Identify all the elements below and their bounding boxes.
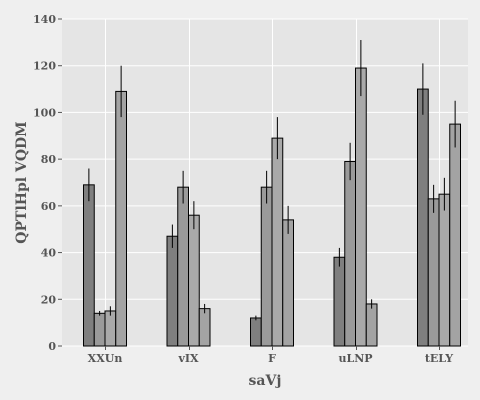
bar	[188, 214, 200, 347]
x-tick-label: vIX	[177, 352, 199, 365]
bar	[198, 308, 211, 347]
bar	[333, 256, 346, 347]
y-axis-ticks: 0 20 40 60 80 100 120 140	[33, 13, 62, 353]
x-axis-label: saVj	[249, 373, 282, 389]
bar	[427, 198, 440, 347]
y-tick-label: 100	[33, 106, 56, 119]
bar	[83, 184, 95, 347]
bar	[271, 137, 284, 347]
y-tick-label: 80	[41, 153, 57, 166]
y-tick-label: 20	[41, 293, 57, 306]
bar	[438, 193, 451, 347]
bar	[344, 160, 356, 347]
bar	[260, 186, 273, 347]
x-tick-label: uLNP	[338, 352, 372, 365]
x-tick-label: XXUn	[88, 352, 123, 365]
bar	[449, 123, 461, 347]
bar	[93, 312, 106, 347]
y-tick-label: 0	[48, 340, 56, 353]
bar	[104, 310, 117, 347]
y-axis-label: QPTlHpl VQDM	[14, 121, 30, 243]
bar	[355, 67, 367, 347]
bar	[365, 303, 378, 347]
x-tick-label: tELY	[425, 352, 453, 365]
x-tick-label: F	[268, 352, 276, 365]
bar	[177, 186, 189, 347]
y-tick-label: 60	[41, 200, 57, 213]
bars	[83, 40, 461, 347]
y-tick-label: 140	[33, 13, 56, 26]
y-tick-label: 120	[33, 60, 56, 73]
bar	[115, 90, 127, 347]
bar	[166, 235, 179, 347]
bar	[417, 88, 429, 347]
bar	[250, 317, 262, 347]
bar	[282, 219, 294, 347]
y-tick-label: 40	[41, 247, 57, 260]
